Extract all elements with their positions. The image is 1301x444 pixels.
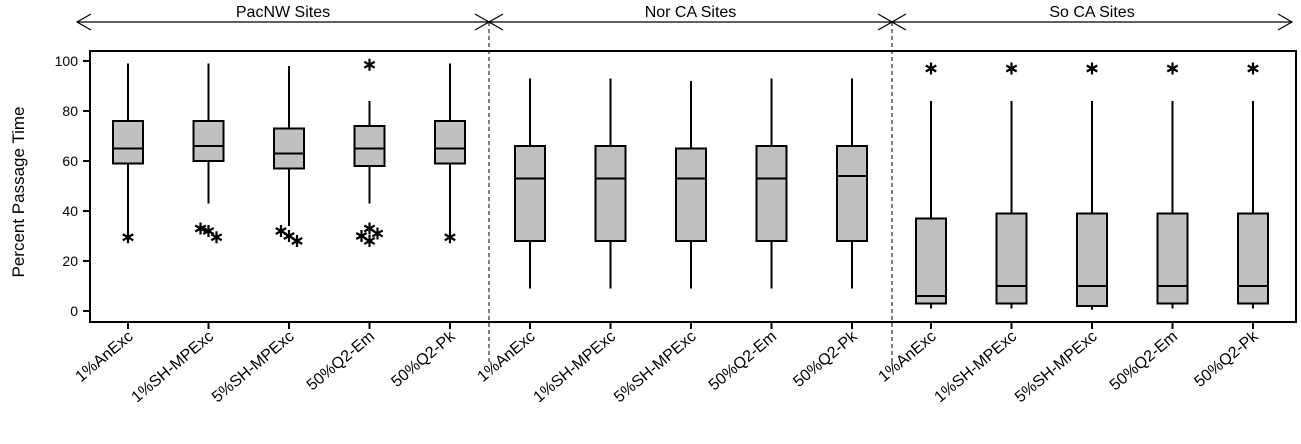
box-so-ca-sites-3 xyxy=(1076,101,1108,310)
box-so-ca-sites-4 xyxy=(1156,101,1189,309)
outlier-marker xyxy=(1086,62,1098,75)
x-tick-label: 1%AnExc xyxy=(72,328,136,386)
box-nor-ca-sites-2 xyxy=(594,78,627,289)
y-tick-label: 80 xyxy=(62,103,78,119)
iqr-box xyxy=(836,145,868,242)
box-pacnw-sites-2 xyxy=(192,63,225,204)
group-brackets: PacNW Sites Nor CA Sites So CA Sites xyxy=(75,4,1294,31)
x-tick-label: 5%SH-MPExc xyxy=(1012,328,1101,406)
bracket-arrow-left xyxy=(75,13,92,31)
iqr-box xyxy=(1237,212,1269,305)
box-pacnw-sites-3 xyxy=(273,66,305,226)
x-tick-label: 5%SH-MPExc xyxy=(611,328,700,406)
outlier-marker xyxy=(122,231,134,244)
plot-area xyxy=(112,58,1269,310)
outlier-marker xyxy=(291,235,303,247)
x-tick-label: 5%SH-MPExc xyxy=(209,328,298,406)
iqr-box xyxy=(1156,212,1189,305)
iqr-box xyxy=(915,217,947,305)
box-pacnw-sites-4 xyxy=(353,101,386,204)
iqr-box xyxy=(514,145,546,242)
x-tick-label: 1%SH-MPExc xyxy=(128,328,217,406)
outlier-marker xyxy=(275,225,287,237)
box-nor-ca-sites-4 xyxy=(755,78,788,289)
outlier-marker xyxy=(1005,62,1018,75)
outlier-marker xyxy=(444,231,456,244)
iqr-box xyxy=(192,120,225,162)
y-tick-label: 100 xyxy=(55,53,79,69)
outlier-marker xyxy=(371,227,384,240)
outlier-marker xyxy=(210,231,223,244)
iqr-box xyxy=(434,120,466,165)
x-tick-label: 50%Q2-Pk xyxy=(790,327,861,390)
box-nor-ca-sites-3 xyxy=(675,81,707,289)
box-pacnw-sites-1 xyxy=(112,63,144,234)
y-tick-label: 20 xyxy=(62,253,78,269)
outlier-marker xyxy=(194,222,207,235)
box-nor-ca-sites-1 xyxy=(514,78,546,289)
group-label: PacNW Sites xyxy=(236,4,330,21)
outlier-marker xyxy=(202,225,215,237)
bracket-arrow-right xyxy=(1277,13,1294,31)
box-so-ca-sites-2 xyxy=(995,101,1028,309)
x-tick-label: 50%Q2-Pk xyxy=(1191,327,1262,390)
outlier-marker xyxy=(363,58,376,71)
x-tick-label: 50%Q2-Em xyxy=(304,328,378,394)
outlier-marker xyxy=(925,62,937,75)
y-tick-label: 60 xyxy=(62,153,78,169)
outlier-marker xyxy=(283,230,295,242)
group-label: So CA Sites xyxy=(1049,4,1134,21)
x-tick-label: 50%Q2-Em xyxy=(1107,328,1181,394)
y-axis-label: Percent Passage Time xyxy=(9,106,28,277)
box-pacnw-sites-5 xyxy=(434,63,466,234)
box-nor-ca-sites-5 xyxy=(836,78,868,289)
group-label: Nor CA Sites xyxy=(645,4,737,21)
iqr-box xyxy=(995,212,1028,305)
box-so-ca-sites-1 xyxy=(915,101,947,309)
iqr-box xyxy=(594,145,627,242)
outlier-marker xyxy=(1166,62,1179,75)
y-tick-label: 0 xyxy=(70,303,78,319)
iqr-box xyxy=(675,147,707,242)
iqr-box xyxy=(755,145,788,242)
outlier-marker xyxy=(363,235,376,247)
x-tick-label: 50%Q2-Em xyxy=(706,328,780,394)
x-tick-label: 1%AnExc xyxy=(875,328,939,386)
x-tick-label: 1%SH-MPExc xyxy=(530,328,619,406)
iqr-box xyxy=(353,125,386,167)
outlier-marker xyxy=(1247,62,1259,75)
iqr-box xyxy=(1076,212,1108,307)
iqr-box xyxy=(112,120,144,165)
y-tick-label: 40 xyxy=(62,203,78,219)
x-tick-label: 1%AnExc xyxy=(474,328,538,386)
x-tick-label: 1%SH-MPExc xyxy=(931,328,1020,406)
x-tick-label: 50%Q2-Pk xyxy=(388,327,459,390)
plot-frame xyxy=(89,50,1297,323)
iqr-box xyxy=(273,127,305,170)
box-so-ca-sites-5 xyxy=(1237,101,1269,309)
